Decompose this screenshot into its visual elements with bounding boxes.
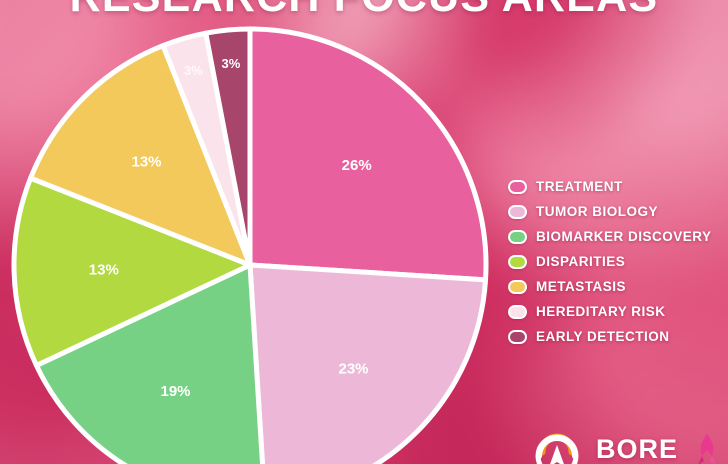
pie-slice-label: 13% bbox=[131, 154, 161, 171]
legend-item-label: HEREDITARY RISK bbox=[536, 304, 666, 319]
legend-item-label: DISPARITIES bbox=[536, 254, 626, 269]
legend-item[interactable]: DISPARITIES bbox=[508, 249, 712, 274]
legend-item[interactable]: BIOMARKER DISCOVERY bbox=[508, 224, 712, 249]
legend-item[interactable]: EARLY DETECTION bbox=[508, 324, 712, 349]
pie-slice[interactable] bbox=[33, 262, 266, 464]
legend-swatch-icon bbox=[508, 179, 527, 194]
pie-chart-svg: 26% 23% 19% 13% 13% 3% 3% bbox=[11, 26, 489, 464]
pie-slice-label: 23% bbox=[338, 361, 368, 378]
legend-item[interactable]: METASTASIS bbox=[508, 274, 712, 299]
pie-slice[interactable] bbox=[11, 175, 253, 368]
awareness-ribbon-icon bbox=[694, 432, 720, 464]
pie-slice[interactable] bbox=[28, 43, 253, 268]
pie-slice-label: 26% bbox=[342, 157, 372, 174]
legend-item-label: METASTASIS bbox=[536, 279, 627, 294]
pie-slice[interactable] bbox=[247, 26, 489, 283]
pie-slice-label: 13% bbox=[89, 262, 119, 279]
legend-swatch-icon bbox=[508, 204, 527, 219]
legend-swatch-icon bbox=[508, 279, 527, 294]
brand-footer: BORE bbox=[534, 426, 720, 464]
pie-chart: 26% 23% 19% 13% 13% 3% 3% bbox=[11, 26, 489, 464]
legend-item[interactable]: TUMOR BIOLOGY bbox=[508, 199, 712, 224]
brand-wordmark: BORE bbox=[595, 433, 678, 464]
legend-item-label: TUMOR BIOLOGY bbox=[536, 204, 658, 219]
legend-item-label: BIOMARKER DISCOVERY bbox=[536, 229, 712, 244]
page-title: RESEARCH FOCUS AREAS bbox=[0, 0, 728, 20]
legend-swatch-icon bbox=[508, 254, 527, 269]
pie-slice[interactable] bbox=[247, 262, 489, 464]
pie-slice-label: 3% bbox=[222, 56, 241, 71]
legend-item[interactable]: TREATMENT bbox=[508, 174, 712, 199]
legend-item-label: EARLY DETECTION bbox=[536, 329, 670, 344]
legend-item-label: TREATMENT bbox=[536, 179, 623, 194]
overwatch-style-logo-icon bbox=[534, 426, 580, 464]
legend-item[interactable]: HEREDITARY RISK bbox=[508, 299, 712, 324]
legend-swatch-icon bbox=[508, 229, 527, 244]
chart-legend: TREATMENT TUMOR BIOLOGY BIOMARKER DISCOVER… bbox=[508, 174, 712, 349]
pie-slice[interactable] bbox=[203, 26, 253, 268]
legend-swatch-icon bbox=[508, 329, 527, 344]
legend-swatch-icon bbox=[508, 304, 527, 319]
pie-slice-label: 3% bbox=[184, 63, 203, 78]
pie-slice-label: 19% bbox=[160, 383, 190, 400]
